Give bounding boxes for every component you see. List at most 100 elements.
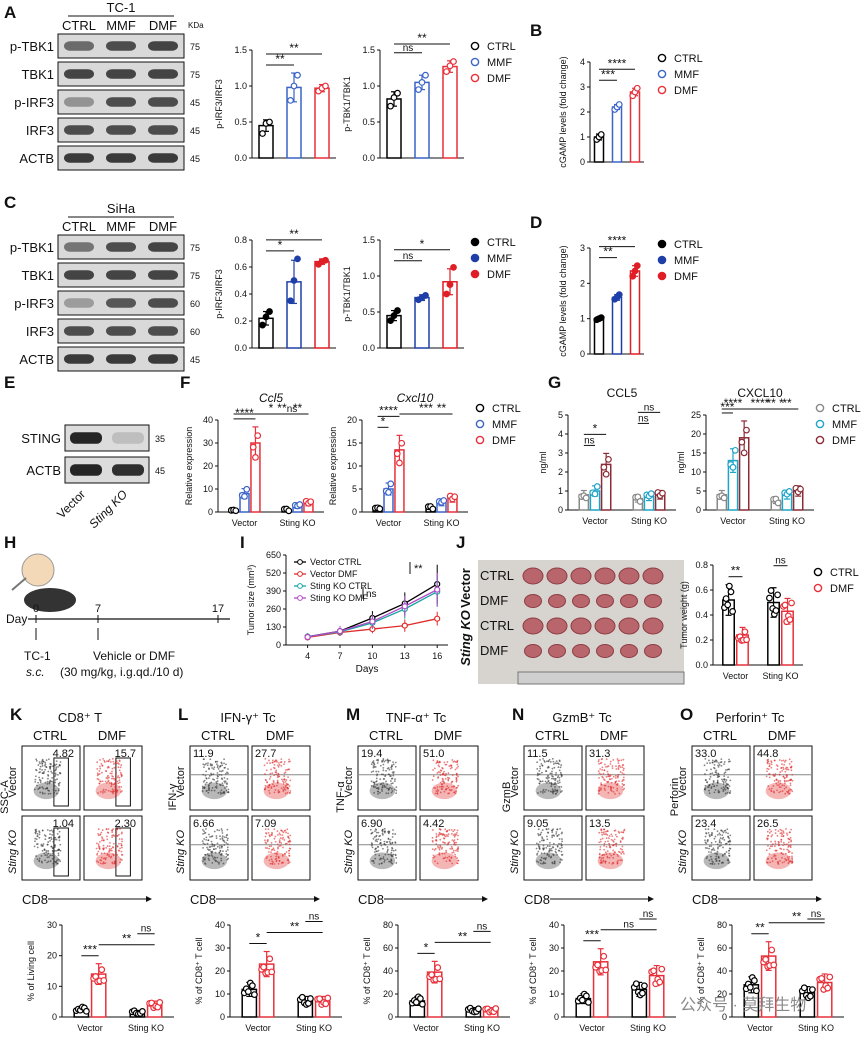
event-dot (780, 829, 783, 832)
event-dot (225, 836, 228, 839)
event-dot (728, 849, 730, 852)
event-dot (605, 845, 608, 848)
event-dot (219, 783, 221, 786)
flow-frame (357, 815, 417, 881)
legend-entry-D: MMF (674, 255, 699, 267)
event-dot (713, 767, 716, 770)
data-point (287, 96, 294, 104)
event-dot (275, 855, 278, 858)
event-dot (276, 774, 279, 777)
event-dot (268, 835, 271, 838)
protein-label: IRF3 (26, 123, 54, 138)
event-dot (454, 843, 457, 846)
event-dot (717, 862, 720, 865)
event-dot (386, 849, 389, 852)
protein-label: STING (21, 431, 61, 446)
event-dot (219, 835, 221, 838)
data-point (260, 963, 268, 971)
y-tick-label: 20 (347, 415, 357, 425)
panel-letter-N: N (512, 705, 524, 724)
event-dot (392, 832, 394, 835)
legend-marker-D (657, 271, 667, 281)
event-dot (547, 780, 549, 783)
data-point (259, 130, 266, 137)
syringe-icon (11, 577, 27, 591)
event-dot (51, 833, 54, 836)
event-dot (287, 862, 290, 865)
data-point (650, 967, 658, 975)
y-axis-label: Relative expression (184, 427, 194, 506)
event-dot (550, 785, 553, 788)
event-dot (436, 772, 439, 774)
gate-percentage: 51.0 (423, 748, 444, 760)
event-dot (387, 761, 389, 764)
event-dot (47, 770, 50, 773)
event-dot (616, 758, 619, 760)
event-dot (556, 789, 558, 792)
event-dot (277, 765, 280, 768)
event-dot (388, 768, 391, 771)
panel-letter-M: M (346, 705, 360, 724)
sig-label: *** (601, 67, 615, 81)
event-dot (452, 849, 455, 852)
data-point (729, 463, 737, 471)
event-dot (553, 766, 556, 769)
event-dot (38, 771, 41, 774)
data-point (594, 961, 602, 969)
event-dot (706, 840, 709, 843)
event-dot (728, 792, 731, 795)
y-axis-label: Relative expression (328, 427, 338, 506)
event-dot (539, 759, 541, 761)
data-point (98, 966, 106, 974)
event-dot (556, 853, 558, 856)
data-point (322, 82, 329, 90)
flow-x-label: CD8 (358, 892, 384, 907)
event-dot (784, 770, 787, 773)
event-dot (457, 859, 460, 862)
tumor (570, 567, 592, 585)
event-dot (286, 768, 289, 771)
flow-frame (419, 815, 479, 881)
event-dot (622, 831, 624, 834)
event-dot (281, 834, 284, 837)
event-dot (37, 781, 39, 784)
event-dot (616, 776, 619, 779)
data-point (259, 321, 266, 329)
event-dot (723, 761, 726, 763)
event-dot (119, 827, 121, 830)
event-dot (282, 781, 285, 784)
event-dot (549, 790, 552, 793)
event-dot (721, 855, 724, 857)
event-dot (707, 831, 710, 834)
event-dot (107, 774, 109, 777)
event-dot (387, 767, 390, 769)
event-dot (453, 791, 456, 794)
event-dot (279, 833, 282, 836)
y-axis-label: ng/ml (676, 451, 686, 473)
event-dot (551, 783, 553, 786)
event-dot (597, 760, 600, 763)
event-dot (97, 828, 100, 831)
y-tick-label: 0 (580, 349, 585, 359)
event-dot (203, 832, 206, 835)
event-dot (603, 848, 606, 851)
event-dot (286, 791, 289, 794)
data-point (401, 603, 408, 610)
event-dot (103, 791, 106, 793)
event-dot (455, 849, 457, 852)
sig-label: **** (235, 406, 254, 420)
event-dot (118, 779, 121, 782)
event-dot (102, 848, 105, 850)
event-dot (606, 830, 609, 833)
flow-col-label: CTRL (201, 728, 235, 743)
event-dot (288, 861, 291, 864)
event-dot (116, 789, 118, 792)
event-dot (207, 762, 209, 765)
event-dot (120, 774, 123, 776)
y-axis-label: p-IRF3/IRF3 (214, 79, 224, 129)
event-dot (789, 836, 792, 839)
event-dot (543, 852, 546, 855)
event-dot (373, 783, 376, 786)
event-dot (216, 842, 219, 845)
